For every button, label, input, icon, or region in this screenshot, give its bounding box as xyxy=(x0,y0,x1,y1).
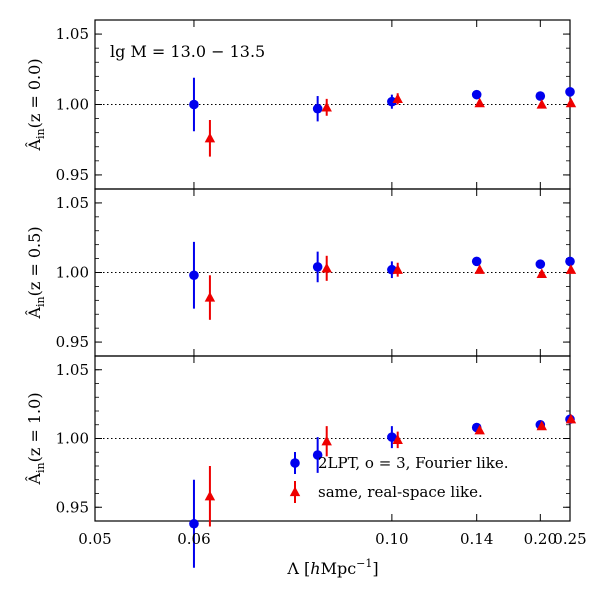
x-tick-label: 0.05 xyxy=(78,530,111,548)
data-point-circle xyxy=(189,518,199,529)
x-tick-label: 0.06 xyxy=(177,530,210,548)
panel-1: 0.95 1.00 1.05 Âin(z = 0.0) xyxy=(24,19,577,190)
data-point-circle xyxy=(565,256,575,267)
data-point-triangle xyxy=(565,413,577,424)
data-point-triangle xyxy=(321,435,332,446)
data-point-circle xyxy=(387,96,397,107)
y-tick-label: 0.95 xyxy=(56,498,89,516)
data-point-triangle xyxy=(474,264,485,274)
data-point-circle xyxy=(471,256,482,267)
data-point-circle xyxy=(189,270,199,281)
data-point-circle xyxy=(189,99,199,110)
y-axis-label: Âin(z = 0.5) xyxy=(24,226,47,319)
data-point-triangle xyxy=(392,264,403,274)
data-point-triangle xyxy=(474,424,485,435)
data-point-triangle xyxy=(204,490,216,501)
panel-2: 0.95 1.00 1.05 Âin(z = 0.5) xyxy=(24,188,577,357)
data-point-circle xyxy=(312,450,323,460)
data-point-triangle xyxy=(565,264,577,274)
data-point-circle xyxy=(312,262,323,272)
data-point-triangle xyxy=(204,132,216,143)
y-tick-label: 1.00 xyxy=(56,430,89,448)
y-tick-label: 1.05 xyxy=(56,25,89,43)
data-point-circle xyxy=(312,103,323,114)
y-tick-label: 0.95 xyxy=(56,333,89,351)
data-point-triangle xyxy=(321,101,332,112)
legend-label: 2LPT, o = 3, Fourier like. xyxy=(318,454,509,472)
legend-item-2: same, real-space like. xyxy=(289,481,483,503)
y-tick-label: 1.05 xyxy=(56,194,89,212)
data-point-triangle xyxy=(536,420,548,431)
y-axis-label: Âin(z = 0.0) xyxy=(24,58,47,151)
data-point-circle xyxy=(471,89,482,100)
legend-marker-triangle xyxy=(289,486,301,497)
data-point-triangle xyxy=(565,97,577,108)
data-point-triangle xyxy=(321,262,332,273)
x-tick-label: 0.25 xyxy=(553,530,586,548)
data-point-triangle xyxy=(392,93,403,103)
data-point-circle xyxy=(565,87,575,97)
y-tick-label: 0.95 xyxy=(56,166,89,184)
y-tick-label: 1.00 xyxy=(56,96,89,114)
data-point-circle xyxy=(535,91,546,101)
legend-marker-circle xyxy=(290,458,300,468)
data-point-triangle xyxy=(392,434,403,444)
legend-label: same, real-space like. xyxy=(318,483,483,501)
legend: 2LPT, o = 3, Fourier like. same, real-spa… xyxy=(289,452,509,503)
data-point-circle xyxy=(387,432,397,442)
data-point-triangle xyxy=(474,97,485,108)
panel-annotation: lg M = 13.0 − 13.5 xyxy=(110,42,265,61)
y-tick-label: 1.00 xyxy=(56,264,89,282)
panel-3: 0.95 1.00 1.05 Âin(z = 1.0) xyxy=(24,355,577,568)
data-point-triangle xyxy=(536,268,548,279)
x-axis: 0.05 0.06 0.10 0.14 0.200.25 xyxy=(78,530,586,548)
x-tick-label: 0.14 xyxy=(460,530,493,548)
y-tick-label: 1.05 xyxy=(56,361,89,379)
y-axis-label: Âin(z = 1.0) xyxy=(24,392,47,485)
data-point-triangle xyxy=(536,99,548,109)
legend-item-1: 2LPT, o = 3, Fourier like. xyxy=(290,452,509,474)
x-axis-label: Λ [hMpc−1] xyxy=(286,557,378,578)
data-point-triangle xyxy=(204,292,216,302)
x-tick-label: 0.20 xyxy=(524,530,557,548)
data-point-circle xyxy=(535,259,546,269)
panels: 0.95 1.00 1.05 Âin(z = 0.0) 0.95 1.00 1.05 Âin(… xyxy=(24,19,577,568)
x-tick-label: 0.10 xyxy=(375,530,408,548)
